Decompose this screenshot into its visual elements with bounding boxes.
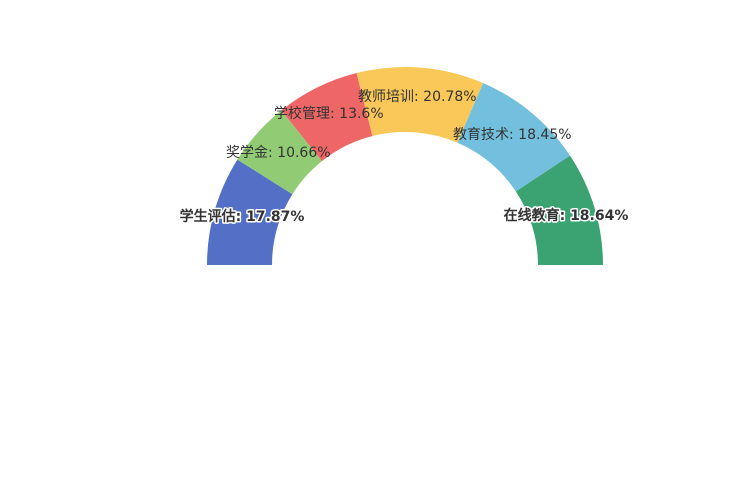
slice-label-5: 教育技术: 18.45% xyxy=(453,127,572,143)
labels-group: 学生评估: 17.87% 奖学金: 10.66% 学校管理: 13.6%教师培训: … xyxy=(178,89,630,227)
slice-label-6: 在线教育: 18.64% xyxy=(504,207,629,224)
slices-group xyxy=(207,67,603,265)
slice-label-2: 奖学金: 10.66% xyxy=(226,144,331,161)
slice-4[interactable] xyxy=(356,67,484,143)
slice-1[interactable] xyxy=(207,159,293,265)
slice-3[interactable] xyxy=(281,73,373,162)
slice-label-4: 教师培训: 20.78% xyxy=(358,89,477,105)
slice-6[interactable] xyxy=(515,155,603,265)
slice-5[interactable] xyxy=(457,83,571,192)
slice-label-3: 学校管理: 13.6% xyxy=(274,105,384,122)
slice-label-1: 学生评估: 17.87% xyxy=(180,208,305,225)
slice-2[interactable] xyxy=(237,110,322,195)
